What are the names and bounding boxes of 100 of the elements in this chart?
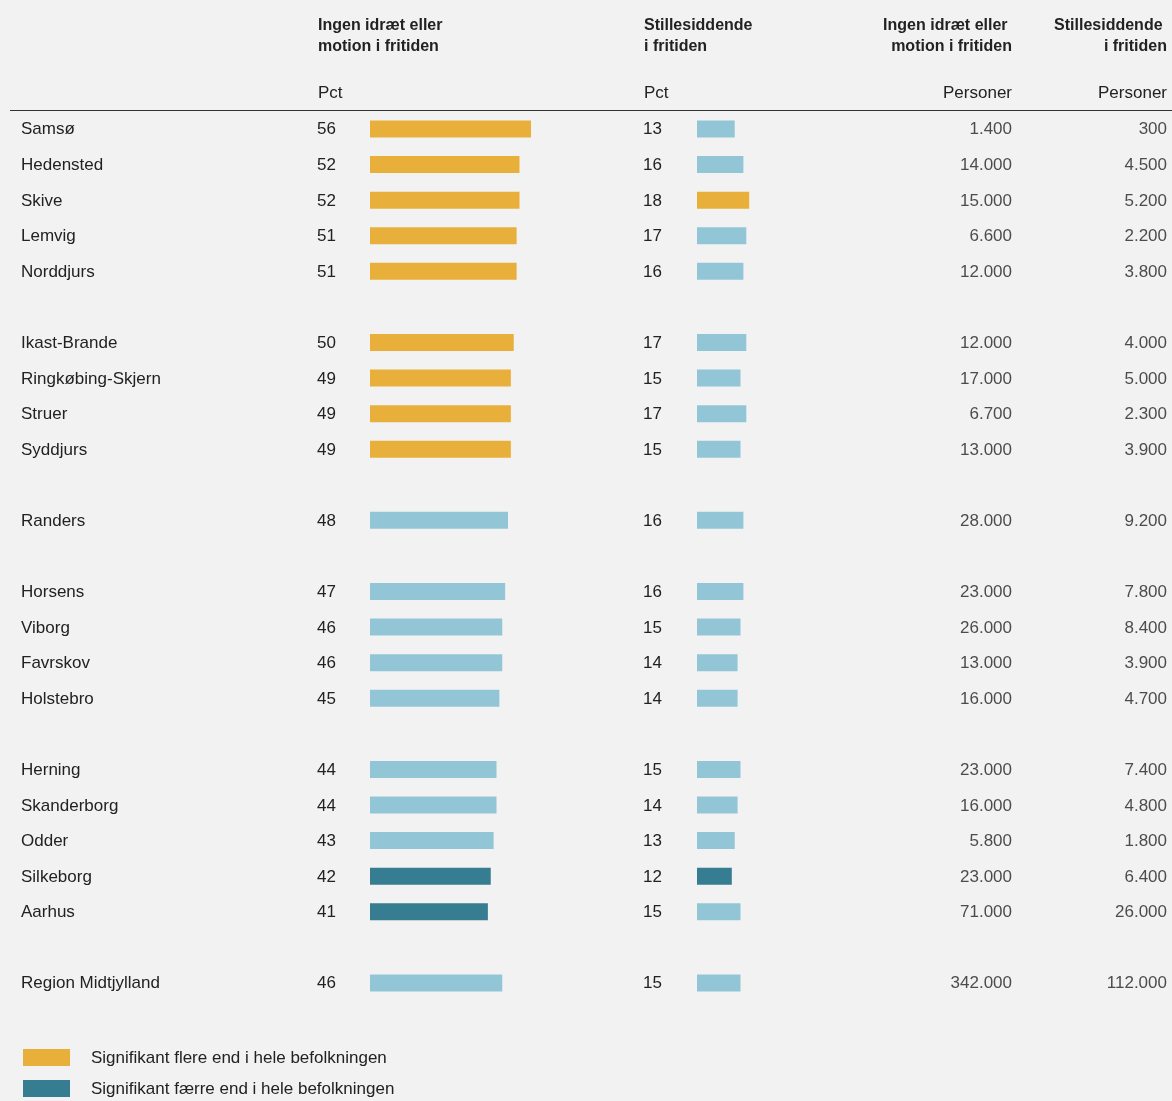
- text: 1.400: [969, 119, 1012, 139]
- data-label: 15: [643, 439, 662, 459]
- data-label: 18: [643, 190, 662, 210]
- legend-label: Signifikant flere end i hele befolkningen: [91, 1048, 387, 1067]
- y-tick-label: Struer: [21, 404, 68, 424]
- text: 26.000: [960, 617, 1012, 637]
- y-tick-label: Ringkøbing-Skjern: [21, 368, 161, 388]
- text: 23.000: [960, 582, 1012, 602]
- y-tick-label: Aarhus: [21, 902, 75, 922]
- bar: [370, 760, 497, 778]
- bar: [697, 191, 750, 209]
- data-label: 46: [317, 617, 336, 637]
- bar: [370, 191, 520, 209]
- text: 4.700: [1124, 688, 1167, 708]
- y-tick-label: Odder: [21, 831, 69, 851]
- bar: [697, 654, 738, 672]
- bar: [370, 654, 503, 672]
- data-label: 51: [317, 226, 336, 246]
- data-label: 14: [643, 688, 662, 708]
- bar: [697, 156, 744, 174]
- text: 7.400: [1124, 759, 1167, 779]
- bar: [370, 511, 508, 529]
- chart-title: Ingen idræt eller motion i fritiden: [318, 16, 447, 54]
- data-label: 15: [643, 368, 662, 388]
- y-tick-label: Ikast-Brande: [21, 332, 118, 352]
- text: 5.800: [969, 831, 1012, 851]
- text: 112.000: [1106, 973, 1167, 993]
- text: 1.800: [1124, 831, 1167, 851]
- bar: [697, 405, 747, 423]
- data-label: 43: [317, 831, 336, 851]
- text: 5.200: [1124, 190, 1167, 210]
- text: 3.900: [1124, 439, 1167, 459]
- y-tick-label: Randers: [21, 510, 86, 530]
- chart-title: Stillesiddende i fritiden: [644, 16, 757, 54]
- bar: [370, 227, 517, 245]
- bar: [370, 583, 506, 601]
- y-tick-label: Favrskov: [21, 653, 91, 673]
- text: 7.800: [1124, 582, 1167, 602]
- text: 17.000: [960, 368, 1012, 388]
- text: 2.300: [1124, 404, 1167, 424]
- text: 16.000: [960, 688, 1012, 708]
- data-label: 16: [643, 510, 662, 530]
- data-label: 17: [643, 404, 662, 424]
- text: 13.000: [960, 439, 1012, 459]
- text: 12.000: [960, 332, 1012, 352]
- x-axis-title: Pct: [318, 83, 343, 102]
- data-label: 45: [317, 688, 336, 708]
- text: 4.000: [1124, 332, 1167, 352]
- bar: [697, 369, 741, 387]
- data-label: 12: [643, 866, 662, 886]
- bar: [370, 689, 500, 707]
- bar: [370, 120, 531, 138]
- data-label: 15: [643, 617, 662, 637]
- data-label: 56: [317, 119, 336, 139]
- data-label: 16: [643, 582, 662, 602]
- bar: [370, 369, 511, 387]
- text: 28.000: [960, 510, 1012, 530]
- data-label: 44: [317, 795, 336, 815]
- text: 13.000: [960, 653, 1012, 673]
- data-label: 13: [643, 119, 662, 139]
- bar: [370, 832, 494, 850]
- data-label: 50: [317, 332, 336, 352]
- text: 3.800: [1124, 261, 1167, 281]
- data-label: 49: [317, 404, 336, 424]
- data-label: 16: [643, 261, 662, 281]
- y-tick-label: Horsens: [21, 582, 85, 602]
- text: 12.000: [960, 261, 1012, 281]
- bar: [697, 974, 741, 992]
- data-label: 49: [317, 368, 336, 388]
- data-label: 47: [317, 582, 336, 602]
- bar: [697, 583, 744, 601]
- y-tick-label: Lemvig: [21, 226, 76, 246]
- text: 9.200: [1124, 510, 1167, 530]
- text: 15.000: [960, 190, 1012, 210]
- data-label: 44: [317, 759, 336, 779]
- text: 4.800: [1124, 795, 1167, 815]
- y-tick-label: Region Midtjylland: [21, 973, 160, 993]
- text: 14.000: [960, 155, 1012, 175]
- bar: [697, 832, 735, 850]
- text: 6.400: [1124, 866, 1167, 886]
- data-label: 14: [643, 653, 662, 673]
- bar: [697, 120, 735, 138]
- text: Ingen idræt eller motion i fritiden: [883, 16, 1012, 54]
- y-tick-label: Hedensted: [21, 155, 104, 175]
- data-label: 15: [643, 759, 662, 779]
- data-label: 52: [317, 190, 336, 210]
- data-label: 16: [643, 155, 662, 175]
- text: 300: [1138, 119, 1167, 139]
- text: 5.000: [1124, 368, 1167, 388]
- bar: [697, 760, 741, 778]
- data-label: 42: [317, 866, 336, 886]
- y-tick-label: Skive: [21, 190, 63, 210]
- data-label: 52: [317, 155, 336, 175]
- text: 71.000: [960, 902, 1012, 922]
- bar: [697, 903, 741, 921]
- x-axis-title: Pct: [644, 83, 669, 102]
- data-label: 14: [643, 795, 662, 815]
- bar: [370, 405, 511, 423]
- y-tick-label: Syddjurs: [21, 439, 88, 459]
- y-tick-label: Holstebro: [21, 688, 94, 708]
